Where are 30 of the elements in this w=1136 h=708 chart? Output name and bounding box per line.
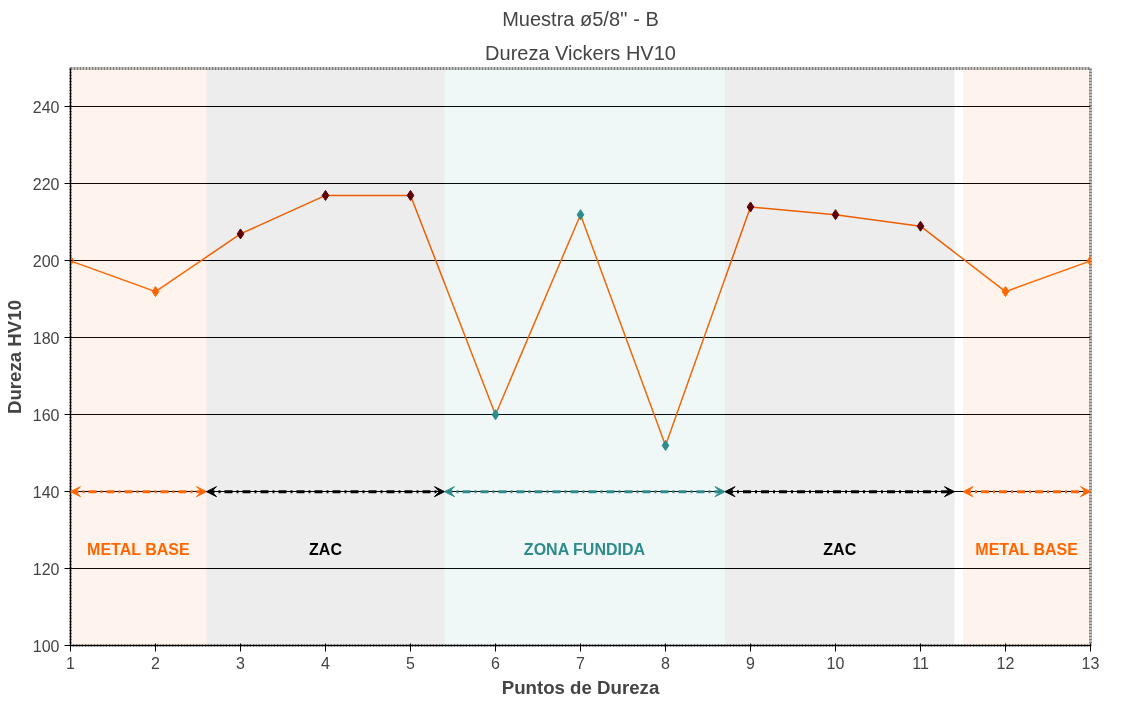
x-tick-label: 8 <box>661 654 671 672</box>
chart-title: Muestra ø5/8'' - B <box>502 7 659 30</box>
x-tick-label: 7 <box>576 654 586 672</box>
y-tick-label: 120 <box>32 560 60 578</box>
y-tick-label: 240 <box>32 98 60 116</box>
y-tick-label: 200 <box>32 252 60 270</box>
x-tick-label: 2 <box>151 654 161 672</box>
x-tick-label: 11 <box>912 654 929 672</box>
x-tick-label: 1 <box>66 654 76 672</box>
x-tick-label: 10 <box>826 654 845 672</box>
band-label: ZONA FUNDIDA <box>523 540 646 558</box>
y-tick-label: 140 <box>32 483 60 501</box>
x-tick-label: 3 <box>236 654 246 672</box>
x-tick-label: 6 <box>491 654 501 672</box>
y-tick-label: 220 <box>32 175 60 193</box>
x-tick-label: 13 <box>1081 654 1100 672</box>
band-label: METAL BASE <box>975 540 1079 558</box>
y-tick-label: 100 <box>32 637 60 655</box>
band-label: METAL BASE <box>87 540 190 558</box>
x-axis-title: Puntos de Dureza <box>501 676 660 698</box>
y-tick-label: 160 <box>32 406 60 424</box>
x-tick-label: 5 <box>406 654 416 672</box>
x-tick-label: 9 <box>746 654 756 672</box>
y-axis-title: Dureza HV10 <box>3 299 25 415</box>
x-tick-label: 4 <box>321 654 331 672</box>
band-label: ZAC <box>309 540 343 558</box>
y-tick-label: 180 <box>32 329 60 347</box>
band-label: ZAC <box>823 540 857 558</box>
x-tick-label: 12 <box>996 654 1015 672</box>
chart-subtitle: Dureza Vickers HV10 <box>485 41 676 64</box>
